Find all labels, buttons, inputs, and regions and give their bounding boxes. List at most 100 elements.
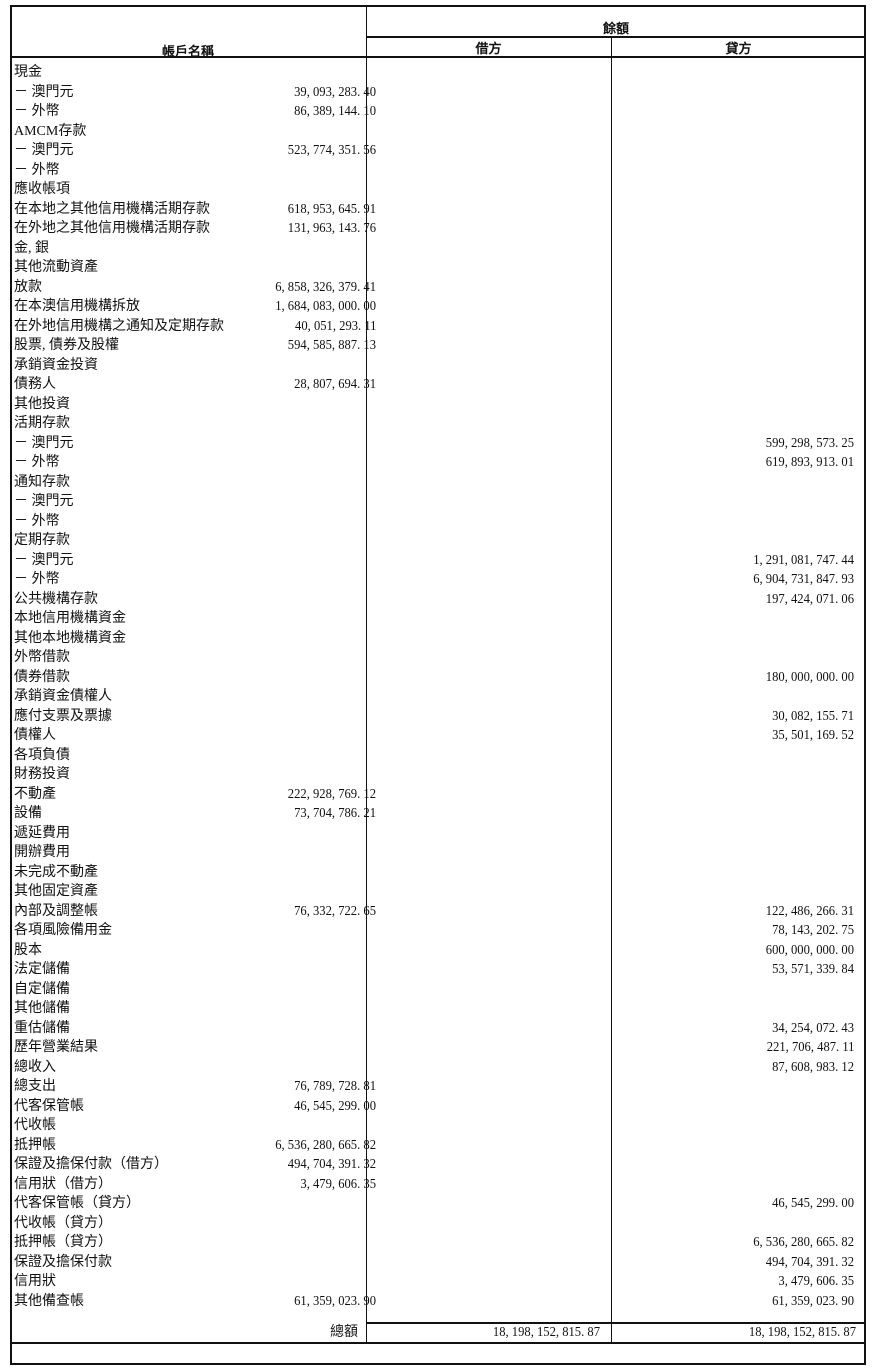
debit-value: 86, 389, 144. 10	[294, 104, 376, 119]
total-bottom-divider	[10, 1342, 866, 1344]
account-name: 其他儲備	[14, 1001, 70, 1016]
credit-value: 494, 704, 391. 32	[765, 1254, 854, 1270]
header-bottom-divider	[10, 56, 866, 58]
debit-value: 594, 585, 887. 13	[287, 338, 376, 353]
account-name: 其他備查帳	[14, 1293, 84, 1309]
account-name: － 外幣	[14, 572, 60, 587]
account-name: 各項風險備用金	[14, 923, 112, 938]
table-row: 股本 600, 000, 000. 00	[12, 941, 864, 961]
header-balance-divider	[366, 36, 866, 38]
account-name: 其他本地機構資金	[14, 630, 126, 646]
account-name: 通知存款	[14, 474, 70, 490]
account-name: 代客保管帳	[14, 1098, 84, 1114]
table-row: 總收入 87, 608, 983. 12	[12, 1058, 864, 1078]
account-name: 承銷資金投資	[14, 357, 98, 373]
credit-value: 619, 893, 913. 01	[765, 455, 854, 470]
account-name: 在外地信用機構之通知及定期存款	[14, 318, 224, 334]
table-row: 債券借款 180, 000, 000. 00	[12, 668, 864, 688]
table-row: 代客保管帳（貸方） 46, 545, 299. 00	[12, 1194, 864, 1214]
table-row: AMCM存款	[12, 122, 864, 142]
account-name: 應付支票及票據	[14, 708, 112, 724]
table-row: 其他流動資產	[12, 258, 864, 278]
account-name: 應收帳項	[14, 182, 70, 197]
table-row: 代客保管帳 46, 545, 299. 00	[12, 1097, 864, 1117]
table-row: 在本地之其他信用機構活期存款 618, 953, 645. 91	[12, 200, 864, 220]
account-name: 開辦費用	[14, 845, 70, 860]
account-name: － 外幣	[14, 162, 60, 178]
table-row: － 外幣	[12, 161, 864, 181]
account-name: － 外幣	[14, 513, 60, 529]
table-row: 現金	[12, 63, 864, 83]
credit-value: 221, 706, 487. 11	[766, 1040, 854, 1055]
account-name: 重估儲備	[14, 1020, 70, 1036]
account-name: 設備	[14, 806, 42, 821]
account-name: 內部及調整帳	[14, 903, 98, 919]
credit-value: 34, 254, 072. 43	[772, 1020, 854, 1036]
table-row: 未完成不動產	[12, 863, 864, 883]
account-name: 公共機構存款	[14, 591, 98, 607]
table-row: 代收帳（貸方）	[12, 1214, 864, 1234]
table-row: 活期存款	[12, 414, 864, 434]
account-name: 不動產	[14, 786, 56, 802]
account-name: 定期存款	[14, 533, 70, 548]
column-divider-debit-credit	[611, 37, 612, 1343]
table-row: － 澳門元 523, 774, 351. 56	[12, 141, 864, 161]
table-row: 不動產 222, 928, 769. 12	[12, 785, 864, 805]
account-name: － 外幣	[14, 455, 60, 470]
table-row: 其他本地機構資金	[12, 629, 864, 649]
table-row: 承銷資金債權人	[12, 687, 864, 707]
credit-value: 78, 143, 202. 75	[772, 923, 854, 938]
table-row: － 外幣 619, 893, 913. 01	[12, 453, 864, 473]
table-row: － 澳門元 1, 291, 081, 747. 44	[12, 551, 864, 571]
account-name: 信用狀（借方）	[14, 1176, 112, 1192]
account-name: － 澳門元	[14, 435, 74, 451]
credit-value: 197, 424, 071. 06	[765, 591, 854, 607]
table-row: 自定儲備	[12, 980, 864, 1000]
debit-value: 494, 704, 391. 32	[287, 1157, 376, 1172]
debit-value: 1, 684, 083, 000. 00	[275, 299, 376, 314]
account-name: 債務人	[14, 377, 56, 392]
account-name: － 澳門元	[14, 84, 74, 100]
debit-value: 523, 774, 351. 56	[287, 143, 376, 158]
table-row: － 外幣 6, 904, 731, 847. 93	[12, 570, 864, 590]
account-name: 歷年營業結果	[14, 1040, 98, 1055]
total-top-divider	[366, 1322, 866, 1324]
debit-value: 6, 536, 280, 665. 82	[275, 1137, 376, 1153]
table-row: 本地信用機構資金	[12, 609, 864, 629]
table-row: 內部及調整帳 76, 332, 722. 65 122, 486, 266. 31	[12, 902, 864, 922]
credit-value: 35, 501, 169. 52	[772, 728, 854, 743]
table-row: － 澳門元	[12, 492, 864, 512]
header-balance: 餘額	[602, 21, 629, 36]
table-row: 抵押帳（貸方） 6, 536, 280, 665. 82	[12, 1233, 864, 1253]
account-name: 保證及擔保付款（借方）	[14, 1157, 168, 1172]
table-row: 債權人 35, 501, 169. 52	[12, 726, 864, 746]
account-name: 抵押帳	[14, 1137, 56, 1153]
account-name: － 外幣	[14, 104, 60, 119]
debit-value: 39, 093, 283. 40	[294, 84, 376, 100]
table-row: 其他儲備	[12, 999, 864, 1019]
account-name: 其他流動資產	[14, 260, 98, 275]
account-name: 抵押帳（貸方）	[14, 1235, 112, 1250]
account-name: 財務投資	[14, 767, 70, 782]
account-name: 代客保管帳（貸方）	[14, 1196, 140, 1211]
table-row: 保證及擔保付款 494, 704, 391. 32	[12, 1253, 864, 1273]
account-name: 代收帳（貸方）	[14, 1215, 112, 1231]
table-row: 其他投資	[12, 395, 864, 415]
table-row: 代收帳	[12, 1116, 864, 1136]
credit-value: 87, 608, 983. 12	[772, 1059, 854, 1075]
account-name: 在本澳信用機構拆放	[14, 299, 140, 314]
account-name: 信用狀	[14, 1274, 56, 1289]
account-name: 自定儲備	[14, 981, 70, 997]
debit-value: 40, 051, 293. 11	[294, 318, 376, 334]
credit-value: 600, 000, 000. 00	[765, 942, 854, 958]
table-row: 法定儲備 53, 571, 339. 84	[12, 960, 864, 980]
table-row: 承銷資金投資	[12, 356, 864, 376]
total-credit: 18, 198, 152, 815. 87	[748, 1325, 856, 1340]
debit-value: 3, 479, 606. 35	[300, 1176, 376, 1192]
table-row: 其他固定資產	[12, 882, 864, 902]
table-row: 其他備查帳 61, 359, 023. 90 61, 359, 023. 90	[12, 1292, 864, 1312]
account-name: 金, 銀	[14, 240, 49, 256]
credit-value: 3, 479, 606. 35	[778, 1274, 854, 1289]
table-row: 金, 銀	[12, 239, 864, 259]
debit-value: 6, 858, 326, 379. 41	[275, 279, 376, 295]
